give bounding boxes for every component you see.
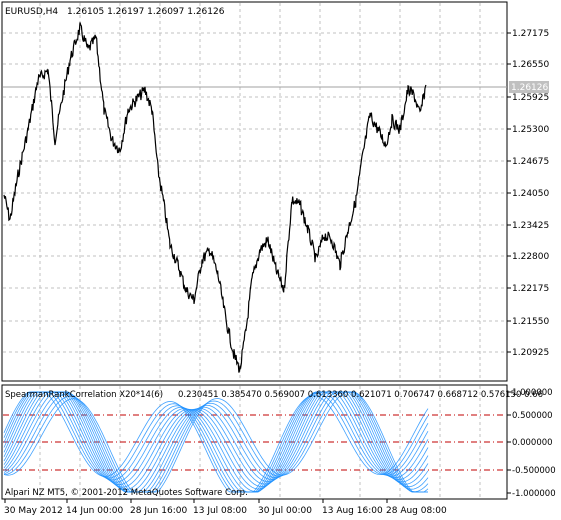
price-tick-label: 1.25300 bbox=[512, 125, 549, 135]
indicator-line bbox=[3, 391, 429, 493]
price-pane[interactable] bbox=[1, 1, 508, 382]
indicator-line bbox=[3, 391, 429, 493]
indicator-axis: 1.000000 0.500000 0.000000 -0.500000 -1.0000… bbox=[507, 388, 556, 499]
indicator-line bbox=[3, 391, 429, 492]
indicator-title: SpearmanRankCorrelation X20*14(6) bbox=[5, 390, 163, 400]
price-tick-label: 1.22175 bbox=[512, 284, 549, 294]
time-tick-label: 30 Jul 00:00 bbox=[258, 506, 312, 516]
price-tick-label: 1.26550 bbox=[512, 60, 549, 70]
chart-ohlc: 1.26105 1.26197 1.26097 1.26126 bbox=[67, 7, 225, 17]
indicator-line bbox=[3, 391, 429, 493]
indicator-line bbox=[3, 391, 429, 493]
time-tick-label: 28 Jun 16:00 bbox=[130, 506, 187, 516]
indicator-line bbox=[3, 391, 429, 491]
chart-symbol: EURUSD,H4 bbox=[5, 7, 58, 17]
indicator-tick-label: -1.000000 bbox=[512, 489, 556, 499]
indicator-series bbox=[3, 391, 429, 493]
price-axis: 1.27175 1.26550 1.25925 1.25300 1.24675 1.240… bbox=[507, 29, 549, 358]
price-tick-label: 1.24675 bbox=[512, 157, 549, 167]
price-tick-label: 1.22800 bbox=[512, 252, 549, 262]
indicator-tick-label: 0.000000 bbox=[512, 438, 553, 448]
indicator-line bbox=[3, 391, 429, 493]
indicator-line bbox=[3, 391, 429, 493]
price-tick-label: 1.25925 bbox=[512, 93, 549, 103]
indicator-line bbox=[3, 391, 429, 493]
price-tick-label: 1.24050 bbox=[512, 189, 549, 199]
time-tick-label: 13 Aug 16:00 bbox=[322, 506, 383, 516]
current-price-label: 1.26126 bbox=[511, 83, 548, 93]
indicator-values: 0.230451 0.385470 0.569007 0.613360 0.62… bbox=[178, 390, 543, 400]
indicator-tick-label: 0.500000 bbox=[512, 411, 553, 421]
price-series bbox=[3, 22, 427, 373]
price-grid bbox=[3, 3, 506, 380]
indicator-line bbox=[3, 391, 429, 493]
price-tick-label: 1.20925 bbox=[512, 348, 549, 358]
price-tick-label: 1.21550 bbox=[512, 317, 549, 327]
time-tick-label: 13 Jul 08:00 bbox=[193, 506, 247, 516]
time-tick-label: 28 Aug 08:00 bbox=[386, 506, 447, 516]
time-axis: 30 May 2012 14 Jun 00:00 28 Jun 16:00 13 Ju… bbox=[4, 499, 447, 516]
time-tick-label: 14 Jun 00:00 bbox=[66, 506, 123, 516]
indicator-tick-label: -0.500000 bbox=[512, 466, 556, 476]
current-price-label-bg bbox=[509, 81, 549, 93]
indicator-line bbox=[3, 391, 428, 493]
price-tick-label: 1.23425 bbox=[512, 221, 549, 231]
copyright-text: Alpari NZ MT5, © 2001-2012 MetaQuotes So… bbox=[5, 488, 248, 498]
price-tick-label: 1.27175 bbox=[512, 29, 549, 39]
time-tick-label: 30 May 2012 bbox=[4, 506, 63, 516]
indicator-tick-label: 1.000000 bbox=[512, 388, 553, 398]
indicator-line bbox=[3, 391, 429, 493]
